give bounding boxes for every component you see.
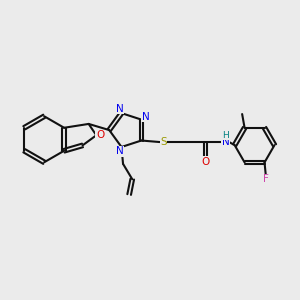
Text: N: N	[142, 112, 150, 122]
Text: N: N	[222, 137, 229, 147]
Text: N: N	[116, 146, 124, 156]
Text: O: O	[96, 130, 104, 140]
Text: H: H	[222, 131, 229, 140]
Text: S: S	[160, 137, 167, 147]
Text: N: N	[116, 104, 124, 114]
Text: F: F	[263, 174, 269, 184]
Text: O: O	[201, 157, 210, 167]
